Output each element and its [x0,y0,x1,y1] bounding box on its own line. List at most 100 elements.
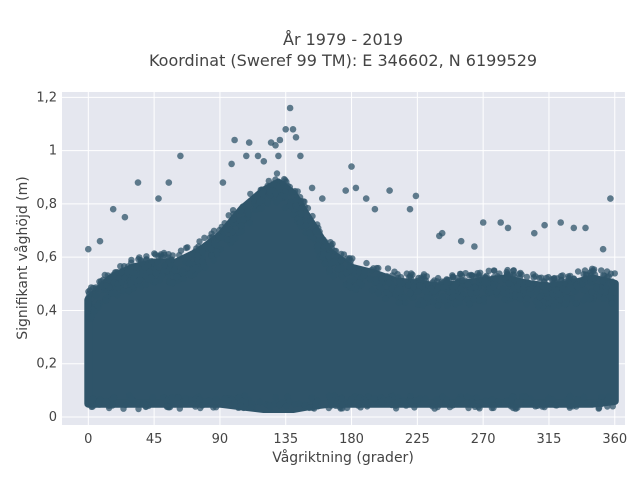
outlier-point [165,179,173,186]
scatter-point [102,282,109,289]
y-tick-label: 0,4 [36,303,57,318]
scatter-point [406,290,414,297]
scatter-point [197,404,204,412]
scatter-point [523,401,530,408]
scatter-point [434,403,441,411]
scatter-point [588,268,595,275]
scatter-point [291,401,298,408]
scatter-point [462,270,469,277]
outlier-point [319,195,326,202]
outlier-point [121,213,129,221]
x-axis-label: Vågriktning (grader) [272,449,414,466]
outlier-point [406,205,414,213]
outlier-point [275,152,282,160]
scatter-point [488,404,496,412]
scatter-point [176,252,183,259]
scatter-point [443,279,450,286]
scatter-point [135,405,142,413]
scatter-point [272,190,279,197]
scatter-point [495,401,502,408]
scatter-point [450,274,457,281]
scatter-point [455,396,462,404]
scatter-point [312,402,319,409]
scatter-point [532,403,539,410]
scatter-point [411,404,418,411]
scatter-point [527,291,534,298]
scatter-point [516,292,523,299]
outlier-point [177,152,184,160]
y-axis-label: Signifikant våghöjd (m) [14,176,31,339]
scatter-points [85,104,618,413]
scatter-point [416,282,423,289]
scatter-point [224,225,231,233]
scatter-point [545,394,553,402]
scatter-point [508,396,515,403]
scatter-point [298,210,305,218]
scatter-point [90,284,97,292]
scatter-point [373,264,380,272]
scatter-point [378,398,385,406]
scatter-point [124,268,132,275]
scatter-point [536,301,543,308]
scatter-point [183,244,190,252]
scatter-point [272,176,279,183]
scatter-point [507,403,515,410]
chart-title-line-1: År 1979 - 2019 [283,30,403,49]
scatter-point [198,258,206,265]
outlier-point [96,237,104,245]
scatter-point [524,279,532,287]
scatter-point [314,247,321,254]
scatter-point [427,285,435,292]
scatter-point [372,276,379,283]
scatter-point [572,300,580,307]
scatter-point [429,279,436,286]
scatter-point [583,293,590,300]
scatter-point [192,403,199,410]
outlier-point [155,195,162,202]
scatter-point [180,275,187,282]
scatter-point [489,396,496,403]
scatter-point [240,216,247,223]
outlier-point [134,179,142,186]
scatter-point [325,404,332,412]
scatter-point [293,196,300,204]
outlier-point [228,160,235,168]
scatter-point [265,177,272,185]
tick-labels: 0 45 90 135 180 225 270 315 360 0 0,2 0,4 0,6 0,8 1 1,2 [36,90,627,447]
scatter-point [552,402,559,409]
scatter-point [423,294,430,301]
scatter-point [457,285,465,293]
outlier-point [371,205,379,213]
scatter-point [120,274,128,282]
scatter-point [302,222,310,229]
scatter-point [600,295,607,302]
scatter-point [555,290,562,298]
outlier-point [85,245,92,253]
scatter-point [574,396,581,403]
scatter-point [519,393,526,400]
x-tick-label: 270 [471,432,496,447]
outlier-point [352,184,360,192]
scatter-point [276,401,283,409]
scatter-point [347,398,354,405]
scatter-point [516,278,523,285]
scatter-point [563,294,570,301]
scatter-point [181,398,189,405]
scatter-point [338,271,345,278]
scatter-point [246,219,253,227]
scatter-point [523,301,530,308]
scatter-point [128,395,135,402]
scatter-point [449,288,456,295]
scatter-point [349,255,356,262]
scatter-point [514,283,521,290]
scatter-point [338,250,345,258]
scatter-point [609,278,616,285]
outlier-point [254,152,262,160]
scatter-point [471,283,479,291]
scatter-point [499,289,507,297]
scatter-point [120,287,127,295]
y-tick-label: 0,6 [36,250,57,265]
scatter-point [598,267,605,274]
scatter-point [110,394,118,401]
